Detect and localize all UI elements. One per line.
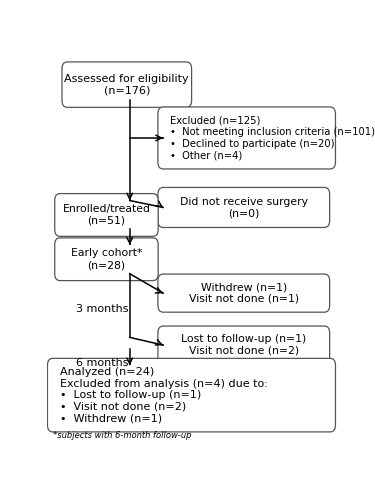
Text: *subjects with 6-month follow-up: *subjects with 6-month follow-up	[53, 431, 191, 440]
Text: Lost to follow-up (n=1)
Visit not done (n=2): Lost to follow-up (n=1) Visit not done (…	[181, 334, 306, 356]
Text: Did not receive surgery
(n=0): Did not receive surgery (n=0)	[180, 196, 308, 218]
FancyBboxPatch shape	[158, 188, 330, 228]
FancyBboxPatch shape	[55, 194, 158, 236]
Text: Analyzed (n=24)
Excluded from analysis (n=4) due to:
•  Lost to follow-up (n=1)
: Analyzed (n=24) Excluded from analysis (…	[60, 367, 268, 424]
Text: Assessed for eligibility
(n=176): Assessed for eligibility (n=176)	[64, 74, 189, 96]
Text: 3 months: 3 months	[76, 304, 128, 314]
FancyBboxPatch shape	[55, 238, 158, 281]
FancyBboxPatch shape	[48, 358, 336, 432]
FancyBboxPatch shape	[158, 107, 336, 169]
Text: Early cohort*
(n=28): Early cohort* (n=28)	[71, 248, 142, 270]
Text: Enrolled/treated
(n=51): Enrolled/treated (n=51)	[63, 204, 150, 226]
FancyBboxPatch shape	[158, 326, 330, 364]
Text: Withdrew (n=1)
Visit not done (n=1): Withdrew (n=1) Visit not done (n=1)	[189, 282, 299, 304]
Text: Excluded (n=125)
•  Not meeting inclusion criteria (n=101)
•  Declined to partic: Excluded (n=125) • Not meeting inclusion…	[170, 116, 375, 160]
FancyBboxPatch shape	[158, 274, 330, 312]
Text: 6 months: 6 months	[76, 358, 128, 368]
FancyBboxPatch shape	[62, 62, 192, 108]
